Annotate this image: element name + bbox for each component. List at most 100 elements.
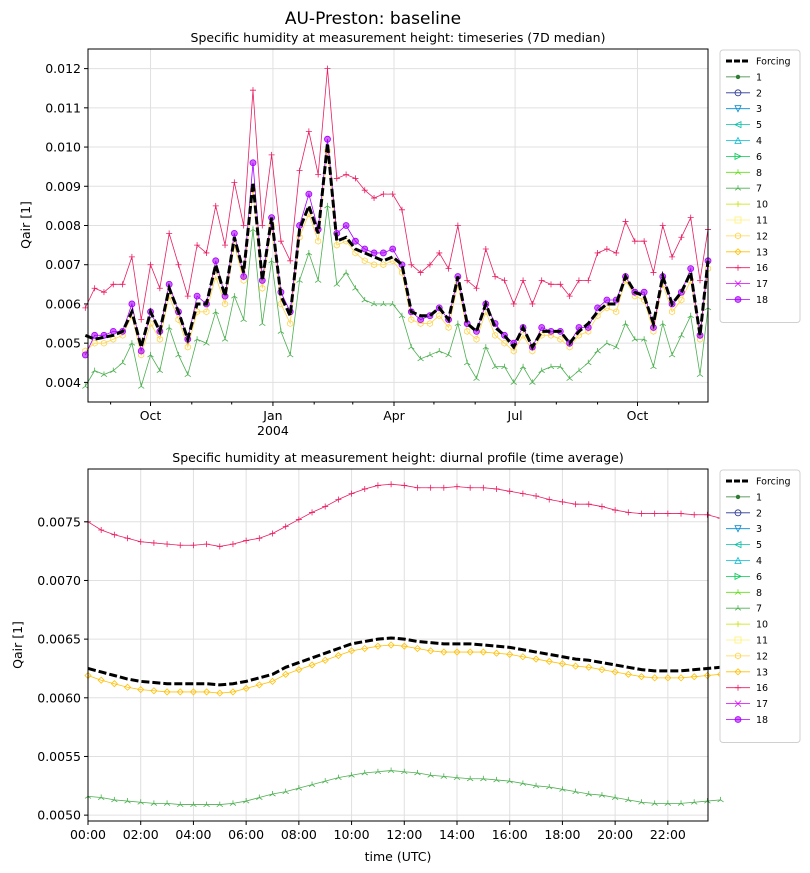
data-point bbox=[678, 332, 685, 338]
data-point bbox=[506, 488, 513, 495]
x-tick-label: Oct bbox=[140, 408, 162, 423]
legend-label: 7 bbox=[756, 184, 762, 195]
data-point bbox=[175, 261, 182, 268]
data-point bbox=[361, 187, 368, 194]
data-point bbox=[194, 308, 201, 316]
x-tick-sublabel: 2004 bbox=[257, 423, 289, 438]
data-point bbox=[231, 293, 238, 299]
chart2-grid bbox=[87, 469, 708, 821]
data-point bbox=[651, 510, 658, 517]
data-point bbox=[268, 257, 275, 264]
legend-marker bbox=[734, 280, 742, 287]
x-tick-label: Apr bbox=[383, 408, 405, 423]
data-point bbox=[305, 249, 313, 256]
data-point bbox=[641, 238, 648, 245]
legend-label: 13 bbox=[756, 247, 768, 258]
data-point bbox=[163, 800, 171, 806]
legend-marker bbox=[734, 652, 742, 660]
data-point bbox=[240, 276, 247, 284]
data-point bbox=[177, 801, 184, 808]
data-point bbox=[453, 648, 461, 656]
data-point bbox=[491, 363, 499, 370]
legend-marker bbox=[734, 556, 742, 564]
data-point bbox=[123, 683, 132, 691]
x-tick-label: 14:00 bbox=[439, 827, 475, 842]
series-line-7 bbox=[84, 205, 709, 387]
legend-label: 13 bbox=[756, 667, 768, 678]
data-point bbox=[546, 496, 553, 503]
data-point bbox=[165, 324, 173, 330]
data-point bbox=[678, 510, 685, 517]
data-point bbox=[510, 347, 517, 355]
legend-label: 17 bbox=[756, 279, 768, 290]
data-point bbox=[510, 300, 517, 307]
chart2-ylabel: Qair [1] bbox=[10, 621, 25, 669]
chart2-frame bbox=[87, 468, 709, 822]
data-point bbox=[334, 651, 342, 660]
data-point bbox=[611, 668, 619, 676]
data-point bbox=[138, 351, 145, 359]
data-point bbox=[295, 666, 303, 674]
legend-label: Forcing bbox=[756, 477, 791, 488]
data-point bbox=[493, 485, 500, 492]
legend-marker bbox=[735, 74, 741, 80]
data-point bbox=[631, 336, 639, 342]
data-point bbox=[650, 269, 657, 276]
data-point bbox=[352, 237, 359, 245]
data-point bbox=[184, 293, 191, 300]
y-tick-label: 0.0050 bbox=[37, 808, 81, 823]
data-point bbox=[156, 367, 164, 374]
data-point bbox=[414, 769, 421, 776]
data-point bbox=[473, 335, 480, 343]
legend-label: 3 bbox=[756, 524, 762, 535]
data-point bbox=[400, 642, 408, 650]
legend-label: 11 bbox=[756, 636, 768, 647]
data-point bbox=[640, 336, 648, 342]
data-point bbox=[482, 246, 489, 253]
data-point bbox=[189, 688, 197, 696]
data-point bbox=[566, 343, 573, 351]
data-point bbox=[387, 641, 395, 649]
data-point bbox=[669, 308, 676, 316]
x-tick-label: 00:00 bbox=[70, 827, 106, 842]
legend-marker bbox=[734, 185, 742, 191]
data-point bbox=[111, 531, 118, 538]
data-point bbox=[398, 312, 406, 319]
data-point bbox=[566, 293, 573, 300]
chart1-series bbox=[81, 65, 712, 389]
data-point bbox=[380, 300, 387, 307]
data-point bbox=[212, 257, 220, 265]
legend-marker bbox=[734, 120, 742, 129]
data-point bbox=[585, 359, 592, 366]
data-point bbox=[269, 530, 276, 537]
data-point bbox=[333, 281, 341, 287]
data-point bbox=[572, 662, 580, 670]
data-point bbox=[697, 335, 704, 343]
data-point bbox=[594, 348, 601, 354]
data-point bbox=[482, 344, 490, 350]
data-point bbox=[479, 648, 487, 656]
data-point bbox=[389, 300, 396, 307]
y-tick-label: 0.007 bbox=[45, 257, 81, 272]
data-point bbox=[427, 772, 434, 778]
data-point bbox=[529, 379, 536, 385]
data-point bbox=[287, 351, 294, 358]
legend-label: 4 bbox=[756, 136, 762, 147]
data-point bbox=[506, 778, 513, 784]
x-tick-label: 08:00 bbox=[281, 827, 317, 842]
legend-label: 6 bbox=[756, 572, 762, 583]
y-tick-label: 0.012 bbox=[45, 61, 81, 76]
data-point bbox=[321, 778, 329, 784]
data-point bbox=[426, 261, 433, 268]
data-point bbox=[548, 281, 555, 288]
data-point bbox=[651, 674, 659, 682]
data-point bbox=[603, 340, 611, 346]
x-tick-label: 12:00 bbox=[386, 827, 422, 842]
data-point bbox=[613, 249, 620, 256]
data-point bbox=[611, 794, 619, 800]
data-point bbox=[427, 647, 435, 655]
legend-label: 2 bbox=[756, 88, 762, 99]
data-point bbox=[622, 276, 629, 284]
data-point bbox=[295, 785, 303, 791]
data-point bbox=[193, 292, 201, 300]
